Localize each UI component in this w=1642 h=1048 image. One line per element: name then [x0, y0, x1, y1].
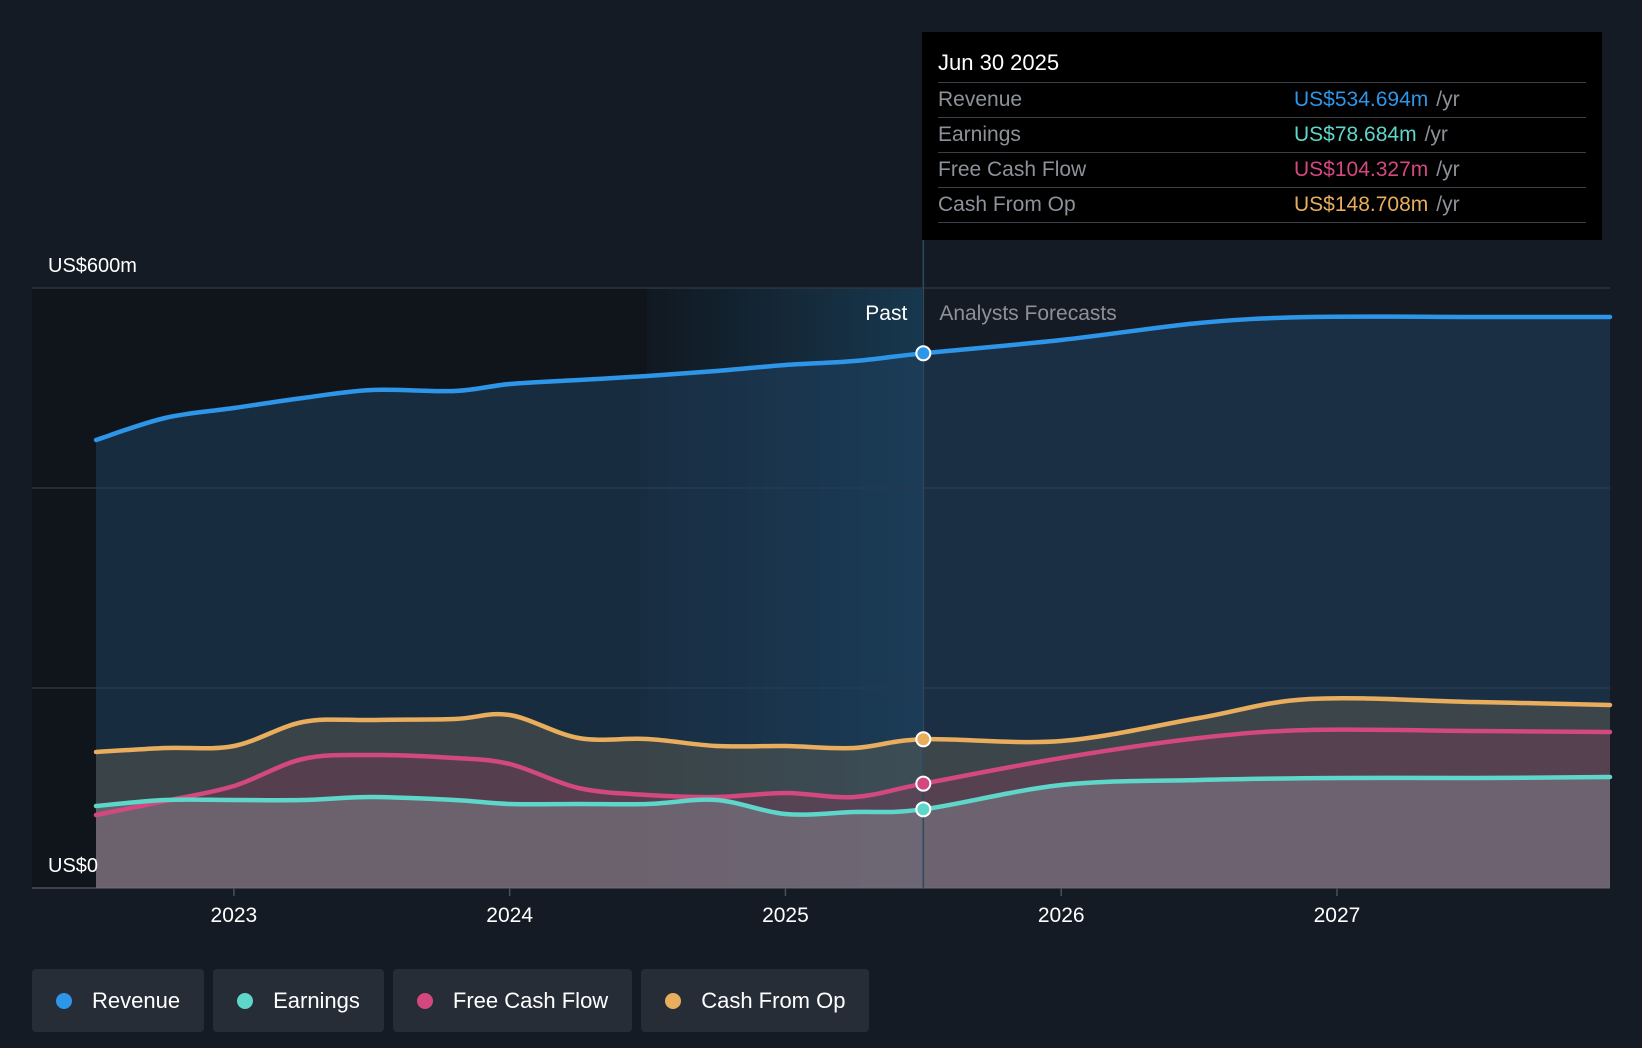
tooltip-value: US$104.327m [1294, 158, 1429, 181]
forecast-label: Analysts Forecasts [939, 302, 1116, 325]
x-tick-label: 2023 [211, 904, 258, 927]
legend-label: Earnings [273, 987, 360, 1013]
tooltip-value: US$78.684m [1294, 123, 1417, 146]
legend-label: Free Cash Flow [452, 987, 609, 1013]
tooltip-value: US$534.694m [1294, 88, 1429, 111]
tooltip-label: Earnings [938, 123, 1021, 146]
cash-from-op-area [96, 698, 1610, 888]
tooltip-unit: /yr [1436, 88, 1460, 111]
earnings-dot-icon [237, 992, 254, 1009]
x-tick-label: 2024 [486, 904, 533, 927]
free-cash-flow-dot-icon [416, 992, 433, 1009]
y-axis-bottom-label: US$0 [48, 855, 98, 877]
legend-label: Cash From Op [701, 987, 846, 1013]
legend-item-earnings[interactable]: Earnings [213, 969, 384, 1032]
tooltip-value: US$148.708m [1294, 193, 1429, 216]
tooltip-date: Jun 30 2025 [938, 46, 1586, 83]
past-label: Past [865, 302, 907, 325]
revenue-marker [915, 345, 932, 362]
legend-item-free-cash-flow[interactable]: Free Cash Flow [392, 969, 633, 1032]
free-cash-flow-area [96, 729, 1610, 888]
tooltip-row-cash-from-op: Cash From Op US$148.708m /yr [938, 188, 1586, 223]
earnings-line [93, 774, 1613, 817]
earnings-area [96, 777, 1610, 888]
tooltip-label: Revenue [938, 88, 1023, 111]
free-cash-flow-marker [915, 775, 932, 792]
legend: Revenue Earnings Free Cash Flow Cash Fro… [32, 969, 870, 1032]
cash-from-op-line [93, 695, 1613, 755]
tooltip-unit: /yr [1436, 193, 1460, 216]
tooltip-row-revenue: Revenue US$534.694m /yr [938, 83, 1586, 118]
revenue-dot-icon [56, 992, 72, 1009]
tooltip-row-free-cash-flow: Free Cash Flow US$104.327m /yr [938, 153, 1586, 188]
tooltip-label: Cash From Op [938, 193, 1076, 216]
earnings-marker [915, 801, 932, 818]
x-tick-label: 2026 [1038, 904, 1085, 927]
cash-from-op-marker [915, 731, 932, 748]
revenue-line [93, 314, 1613, 443]
cash-from-op-dot-icon [665, 992, 682, 1009]
legend-item-cash-from-op[interactable]: Cash From Op [641, 969, 870, 1032]
tooltip-unit: /yr [1436, 158, 1460, 181]
legend-item-revenue[interactable]: Revenue [32, 969, 205, 1032]
tooltip-row-earnings: Earnings US$78.684m /yr [938, 118, 1586, 153]
x-tick-label: 2025 [762, 904, 809, 927]
legend-label: Revenue [92, 987, 181, 1013]
tooltip-unit: /yr [1424, 123, 1448, 146]
y-axis-top-label: US$600m [48, 255, 137, 277]
tooltip: Jun 30 2025 Revenue US$534.694m /yr Earn… [922, 32, 1602, 240]
tooltip-label: Free Cash Flow [938, 158, 1087, 181]
x-tick-label: 2027 [1314, 904, 1361, 927]
revenue-area [96, 316, 1610, 888]
free-cash-flow-line [93, 727, 1613, 818]
